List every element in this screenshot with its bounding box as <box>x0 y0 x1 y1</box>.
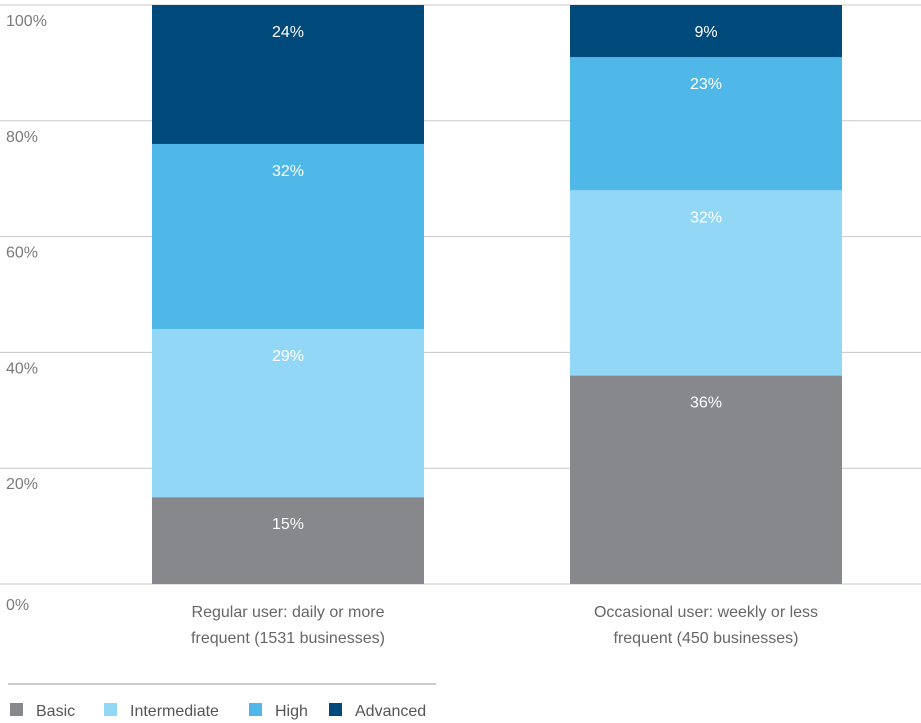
legend-label: Intermediate <box>130 703 219 720</box>
bar-segment-high <box>152 143 424 330</box>
bar-segment-advanced <box>570 5 842 58</box>
legend-label: Advanced <box>355 703 426 720</box>
legend-swatch <box>10 703 23 716</box>
data-label: 23% <box>690 76 722 93</box>
data-label: 24% <box>272 24 304 41</box>
category-label: frequent (450 businesses) <box>614 630 799 647</box>
bar-segment-advanced <box>152 5 424 144</box>
y-tick-label: 100% <box>6 13 47 30</box>
category-label: frequent (1531 businesses) <box>191 630 385 647</box>
y-tick-label: 40% <box>6 360 38 377</box>
bar-segment-basic <box>152 497 424 584</box>
data-label: 15% <box>272 516 304 533</box>
legend-label: High <box>275 703 308 720</box>
legend-swatch <box>329 703 342 716</box>
data-label: 36% <box>690 395 722 412</box>
bar-segment-intermediate <box>570 190 842 376</box>
y-tick-label: 0% <box>6 597 29 614</box>
labels-layer: 0% 20% 40% 60% 80% 100% 15% 29% 32% 24% Regular us… <box>6 13 818 647</box>
bars-layer <box>152 5 842 584</box>
bar-segment-high <box>570 57 842 191</box>
category-label: Regular user: daily or more <box>192 604 385 621</box>
data-label: 9% <box>694 24 717 41</box>
data-label: 32% <box>690 209 722 226</box>
legend-swatch <box>104 703 117 716</box>
legend: Basic Intermediate High Advanced <box>8 683 436 720</box>
data-label: 29% <box>272 348 304 365</box>
data-label: 32% <box>272 163 304 180</box>
bar-segment-intermediate <box>152 329 424 498</box>
category-label: Occasional user: weekly or less <box>594 604 818 621</box>
bar-segment-basic <box>570 375 842 584</box>
legend-label: Basic <box>36 703 75 720</box>
legend-swatch <box>249 703 262 716</box>
y-tick-label: 60% <box>6 245 38 262</box>
y-tick-label: 20% <box>6 476 38 493</box>
y-tick-label: 80% <box>6 129 38 146</box>
